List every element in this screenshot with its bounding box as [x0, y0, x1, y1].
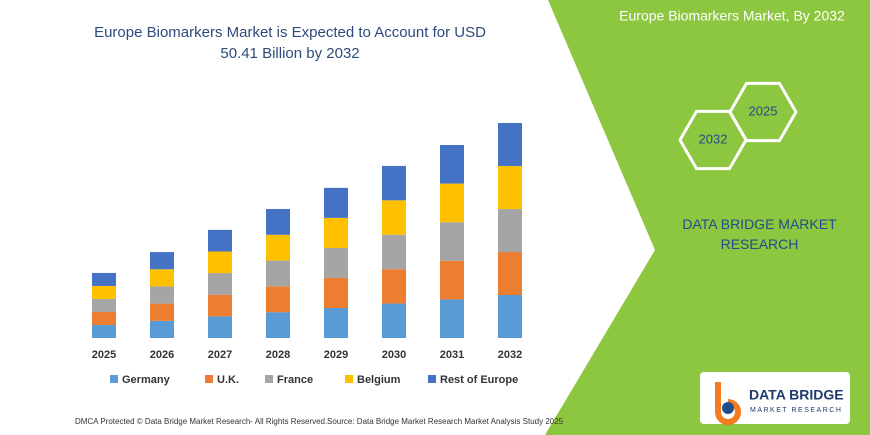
hexagon [728, 81, 798, 143]
bar-segment [498, 209, 522, 253]
bar-segment [92, 285, 116, 299]
bar-segment [150, 303, 174, 321]
bar-segment [150, 320, 174, 338]
x-tick-label: 2032 [498, 349, 522, 361]
bar-segment [266, 312, 290, 338]
bar-segment [150, 286, 174, 304]
bar-segment [324, 277, 348, 308]
bar-segment [382, 303, 406, 338]
bar-segment [440, 145, 464, 184]
bar-segment [324, 217, 348, 248]
bar-segment [440, 183, 464, 223]
x-tick-label: 2030 [382, 349, 406, 361]
bar-segment [92, 324, 116, 338]
x-tick-label: 2025 [92, 349, 116, 361]
hexagon-label: 2032 [699, 131, 728, 146]
bar-segment [92, 272, 116, 286]
bar-segment [266, 286, 290, 313]
bar-segment [382, 234, 406, 270]
bar-segment [498, 166, 522, 210]
bar-segment [440, 222, 464, 261]
bar-segment [382, 269, 406, 304]
legend-label: Germany [122, 374, 171, 386]
legend-label: Belgium [357, 374, 401, 386]
panel-brand: DATA BRIDGE MARKET RESEARCH [682, 216, 837, 252]
bar-segment [150, 269, 174, 287]
bar-segment [92, 311, 116, 325]
legend-label: U.K. [217, 374, 239, 386]
x-tick-label: 2029 [324, 349, 348, 361]
bar-segment [324, 307, 348, 338]
bar-segment [208, 251, 232, 274]
legend-swatch [345, 375, 353, 383]
bar-segment [266, 234, 290, 261]
bar-segment [382, 200, 406, 235]
bar-segment [208, 316, 232, 338]
x-tick-label: 2026 [150, 349, 174, 361]
legend-swatch [265, 375, 273, 383]
hexagon-label: 2025 [749, 103, 778, 118]
x-tick-label: 2028 [266, 349, 290, 361]
bar-segment [324, 247, 348, 278]
bar-segment [266, 208, 290, 235]
bar-segment [440, 299, 464, 338]
bar-segment [150, 252, 174, 270]
legend-label: Rest of Europe [440, 374, 518, 386]
x-tick-label: 2027 [208, 349, 232, 361]
bar-segment [208, 273, 232, 295]
bar-segment [498, 123, 522, 167]
side-panel [545, 0, 870, 435]
bar-segment [92, 298, 116, 312]
chart-title: Europe Biomarkers Market is Expected to … [94, 24, 486, 62]
legend-swatch [428, 375, 436, 383]
logo-dot [722, 402, 734, 414]
bar-segment [498, 252, 522, 296]
footer-left: DMCA Protected © Data Bridge Market Rese… [75, 417, 327, 426]
bar-segment [498, 295, 522, 338]
footer-right: Source: Data Bridge Market Research Mark… [327, 417, 564, 426]
legend-swatch [205, 375, 213, 383]
legend-swatch [110, 375, 118, 383]
bar-segment [208, 229, 232, 252]
bar-segment [208, 294, 232, 317]
x-tick-label: 2031 [440, 349, 464, 361]
logo-tagline: MARKET RESEARCH [750, 407, 842, 414]
panel-title: Europe Biomarkers Market, By 2032 [619, 8, 845, 24]
logo-name: DATA BRIDGE [749, 387, 844, 403]
legend-label: France [277, 374, 313, 386]
bar-segment [440, 260, 464, 300]
bar-segment [266, 260, 290, 287]
bar-segment [324, 187, 348, 218]
bar-segment [382, 165, 406, 201]
logo-icon [715, 382, 741, 425]
